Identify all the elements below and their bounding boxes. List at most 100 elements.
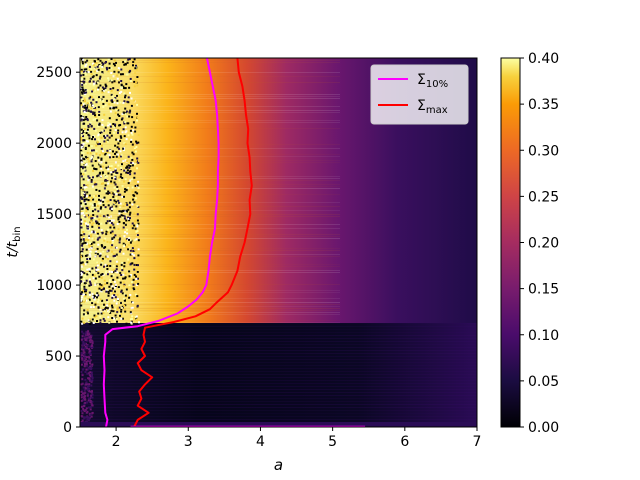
heatmap-noise-pixel (105, 175, 108, 178)
heatmap-noise-pixel (81, 145, 84, 148)
heatmap-streak (80, 180, 340, 181)
heatmap-noise-pixel (113, 193, 115, 196)
heatmap-noise-pixel (80, 238, 83, 241)
heatmap-noise-pixel (102, 317, 105, 320)
heatmap-noise-pixel (136, 192, 139, 195)
heatmap-noise-pixel (133, 194, 136, 197)
heatmap-noise-pixel (80, 226, 83, 229)
heatmap-noise-pixel (97, 210, 100, 213)
heatmap-noise-pixel (82, 135, 84, 138)
heatmap-noise-pixel (99, 298, 102, 301)
heatmap-noise-pixel (90, 217, 93, 220)
heatmap-noise-pixel (124, 223, 127, 226)
heatmap-noise-pixel (86, 258, 89, 261)
heatmap-noise-pixel (89, 199, 92, 202)
heatmap-noise-pixel (110, 209, 113, 212)
heatmap-noise-pixel (83, 357, 86, 359)
heatmap-noise-pixel (81, 216, 84, 219)
heatmap-noise-pixel (103, 309, 106, 312)
heatmap-noise-pixel (82, 407, 85, 410)
y-axis-label-main: t/t (5, 241, 21, 257)
heatmap-noise-pixel (109, 167, 112, 169)
heatmap-streak (80, 380, 477, 381)
heatmap-noise-pixel (137, 187, 140, 189)
heatmap-noise-pixel (113, 294, 116, 296)
heatmap-noise-pixel (119, 154, 122, 157)
heatmap-noise-pixel (133, 257, 136, 260)
heatmap-noise-pixel (90, 336, 93, 339)
heatmap-noise-pixel (85, 416, 88, 419)
heatmap-noise-pixel (113, 317, 115, 320)
heatmap-noise-pixel (104, 246, 107, 249)
heatmap-noise-pixel (86, 191, 89, 194)
heatmap-noise-pixel (95, 150, 98, 152)
heatmap-noise-pixel (96, 135, 99, 138)
heatmap-noise-pixel (84, 409, 87, 412)
heatmap-noise-pixel (119, 237, 122, 240)
heatmap-noise-pixel (81, 60, 84, 63)
heatmap-noise-pixel (83, 282, 86, 285)
heatmap-noise-pixel (85, 356, 88, 358)
heatmap-noise-pixel (101, 90, 104, 93)
heatmap-noise-pixel (112, 265, 115, 268)
heatmap-noise-pixel (109, 125, 112, 128)
heatmap-noise-pixel (101, 119, 104, 122)
heatmap-noise-pixel (115, 138, 118, 141)
heatmap-noise-pixel (94, 251, 97, 254)
heatmap-noise-pixel (91, 164, 94, 167)
heatmap-noise-pixel (116, 306, 119, 309)
heatmap-noise-pixel (110, 173, 113, 176)
series-line-sigma-max (133, 58, 253, 427)
heatmap-noise-pixel (84, 254, 87, 257)
heatmap-noise-pixel (91, 267, 94, 270)
heatmap-noise-pixel (111, 296, 114, 299)
heatmap-noise-pixel (135, 140, 138, 143)
heatmap-noise-pixel (136, 223, 139, 226)
heatmap-noise-pixel (91, 217, 94, 220)
heatmap-noise-pixel (91, 149, 93, 152)
heatmap-noise-pixel (114, 290, 116, 293)
heatmap-noise-pixel (86, 347, 88, 350)
heatmap-noise-pixel (131, 164, 134, 167)
heatmap-noise-pixel (84, 65, 87, 68)
heatmap-noise-pixel (125, 322, 128, 325)
heatmap-noise-pixel (86, 387, 89, 390)
heatmap-streak (80, 94, 340, 95)
heatmap-noise-pixel (94, 160, 97, 162)
heatmap-noise-pixel (81, 86, 84, 89)
heatmap-noise-pixel (86, 151, 89, 154)
heatmap-noise-pixel (135, 159, 138, 162)
heatmap-noise-pixel (95, 250, 98, 253)
heatmap-noise-pixel (137, 141, 140, 144)
heatmap-noise-pixel (99, 198, 102, 201)
heatmap-noise-pixel (128, 71, 131, 74)
heatmap-streak (80, 128, 340, 129)
heatmap-noise-pixel (126, 203, 129, 206)
heatmap-noise-pixel (114, 296, 117, 299)
heatmap-noise-pixel (80, 161, 83, 164)
heatmap-noise-pixel (85, 383, 88, 386)
heatmap-noise-pixel (81, 80, 84, 83)
heatmap-noise-pixel (118, 212, 121, 215)
heatmap-noise-pixel (105, 161, 108, 164)
heatmap-noise-pixel (128, 237, 131, 240)
heatmap-noise-pixel (84, 282, 87, 285)
heatmap-noise-pixel (83, 200, 86, 203)
heatmap-noise-pixel (87, 299, 90, 302)
heatmap-noise-pixel (80, 165, 83, 168)
heatmap-noise-pixel (84, 397, 86, 400)
heatmap-noise-pixel (114, 123, 117, 126)
heatmap-noise-pixel (122, 281, 125, 284)
heatmap-noise-pixel (115, 302, 118, 305)
heatmap-noise-pixel (88, 387, 91, 390)
heatmap-streak (80, 320, 340, 321)
heatmap-noise-pixel (136, 244, 139, 247)
heatmap-noise-pixel (88, 390, 91, 392)
heatmap-noise-pixel (101, 144, 103, 147)
heatmap-noise-pixel (92, 296, 95, 299)
heatmap-noise-pixel (90, 321, 93, 324)
heatmap-noise-pixel (84, 110, 87, 113)
heatmap-noise-pixel (83, 198, 86, 201)
heatmap-noise-pixel (98, 275, 101, 278)
heatmap-noise-pixel (88, 349, 91, 352)
